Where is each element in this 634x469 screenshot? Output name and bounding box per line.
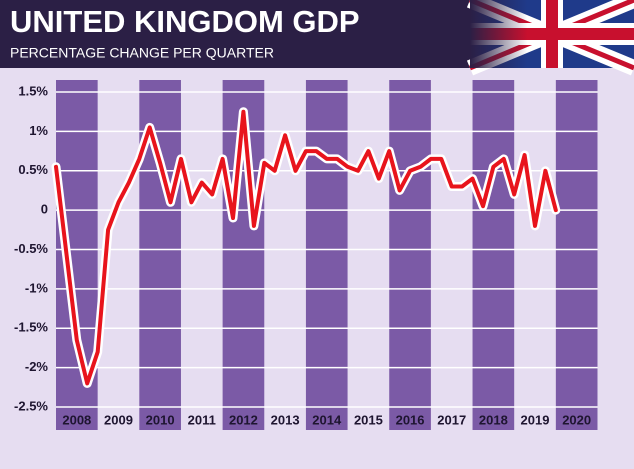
- x-tick-label: 2009: [104, 412, 133, 427]
- year-band: [555, 80, 598, 430]
- y-tick-label: -2%: [25, 359, 49, 374]
- x-tick-label: 2008: [62, 412, 91, 427]
- x-tick-label: 2014: [312, 412, 342, 427]
- y-tick-label: -1%: [25, 280, 49, 295]
- x-tick-label: 2010: [146, 412, 175, 427]
- x-tick-label: 2012: [229, 412, 258, 427]
- y-tick-label: 1%: [29, 123, 48, 138]
- year-band: [389, 80, 431, 430]
- y-tick-label: 1.5%: [18, 83, 48, 98]
- x-tick-label: 2018: [479, 412, 508, 427]
- y-tick-label: 0: [41, 202, 48, 217]
- y-tick-label: -1.5%: [14, 320, 48, 335]
- x-tick-label: 2013: [271, 412, 300, 427]
- x-tick-label: 2015: [354, 412, 383, 427]
- x-tick-label: 2016: [396, 412, 425, 427]
- year-band: [305, 80, 348, 430]
- x-tick-label: 2020: [562, 412, 591, 427]
- y-tick-label: -0.5%: [14, 241, 48, 256]
- flag: [466, 0, 634, 76]
- year-band: [472, 80, 515, 430]
- x-tick-label: 2019: [521, 412, 550, 427]
- chart-subtitle: PERCENTAGE CHANGE PER QUARTER: [10, 45, 274, 61]
- chart-title: UNITED KINGDOM GDP: [10, 4, 360, 39]
- y-tick-label: 0.5%: [18, 162, 48, 177]
- line: [54, 109, 558, 386]
- x-tick-label: 2011: [188, 412, 216, 427]
- y-tick-label: -2.5%: [14, 398, 48, 413]
- x-tick-label: 2017: [437, 412, 466, 427]
